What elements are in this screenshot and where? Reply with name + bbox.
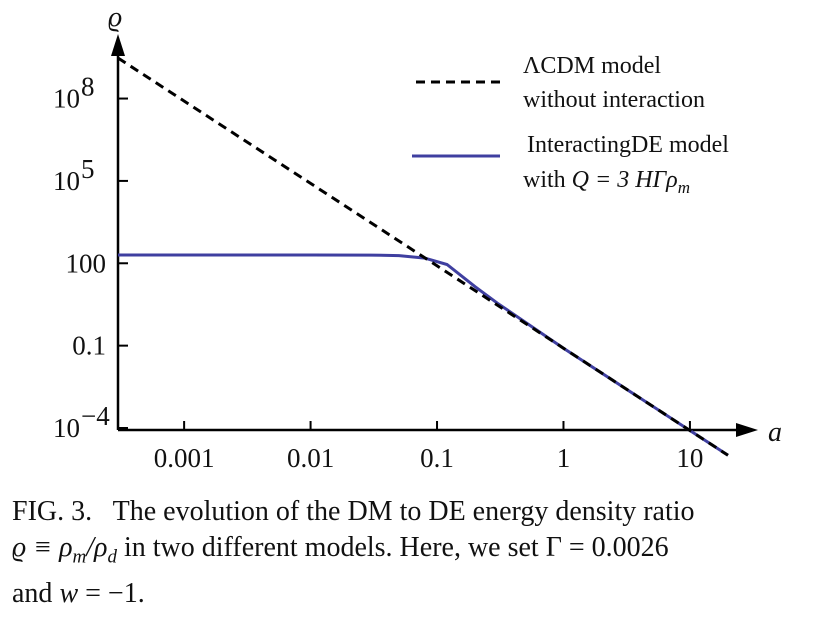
y-tick-label: 10 [53,84,80,114]
x-tick-group: 0.001 0.01 0.1 1 10 [154,421,703,473]
y-tick-label: 10 [53,166,80,196]
series-lcdm-line [117,56,729,457]
y-tick-base: 0.1 [72,331,106,361]
legend-lcdm-line1: ΛCDM model [523,53,661,79]
legend-interacting-line2: with Q = 3 HΓρm [523,167,690,197]
caption-sub-m: m [72,546,87,568]
legend-interacting-sub: m [678,178,690,197]
legend-interacting-prefix: with [523,167,572,193]
y-tick-exponent: 8 [81,72,95,102]
legend: ΛCDM model without interaction Interacti… [412,53,729,197]
x-axis-arrow [736,423,758,437]
y-axis-arrow [111,34,125,56]
legend-lcdm-line2: without interaction [523,87,705,113]
y-axis-label: ϱ [108,2,122,33]
legend-interacting-math: Q = 3 HΓρ [572,167,678,193]
x-tick-label: 0.1 [420,443,454,473]
x-tick-label: 1 [557,443,571,473]
y-tick-base: 100 [66,248,107,278]
y-tick-label: 10 [53,413,80,443]
y-tick-exponent: 5 [81,154,95,184]
axes: ϱ a [108,2,782,448]
y-tick-base: 10 [53,84,80,114]
x-axis-label: a [768,417,782,448]
y-tick-base: 10 [53,413,80,443]
x-tick-label: 0.001 [154,443,215,473]
caption-text-e: = −1. [78,577,145,609]
caption-sub-d: d [107,546,118,568]
x-tick-label: 10 [676,443,703,473]
y-tick-exponent: −4 [81,401,110,431]
y-tick-label: 100 [66,248,107,278]
x-tick-label: 0.01 [287,443,334,473]
y-tick-label: 0.1 [72,331,106,361]
caption-slash: /ρ [86,532,108,563]
figure-caption: FIG. 3. The evolution of the DM to DE en… [12,494,826,612]
caption-text-d: and [12,577,60,609]
legend-interacting-line1: InteractingDE model [527,132,729,158]
caption-w: w [59,577,79,609]
y-tick-base: 10 [53,166,80,196]
caption-text-c: in two different models. Here, we set Γ … [117,532,669,563]
series-group [117,56,729,457]
caption-text-a: The evolution of the DM to DE energy den… [112,496,695,527]
caption-rho-def: ϱ ≡ ρ [12,532,73,563]
caption-label: FIG. 3. [12,496,93,527]
series-interacting-line [118,253,729,457]
